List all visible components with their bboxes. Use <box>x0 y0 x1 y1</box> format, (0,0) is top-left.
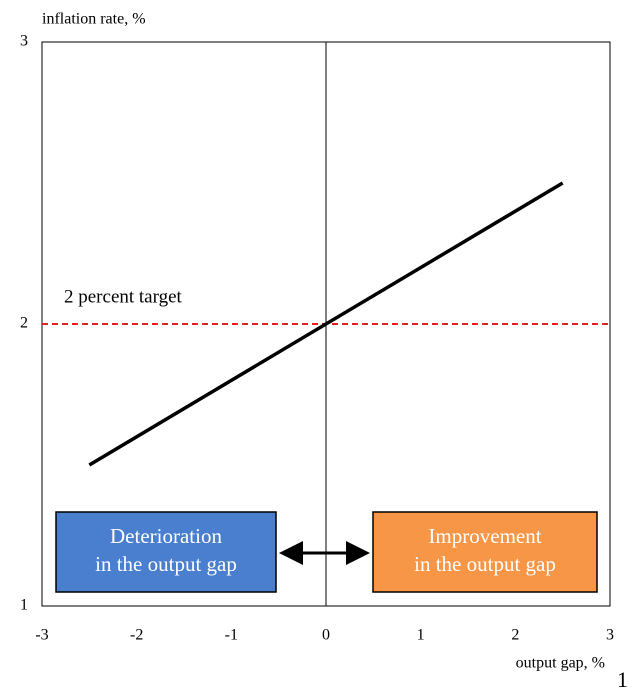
x-axis-label: output gap, % <box>516 655 605 672</box>
y-tick-label: 1 <box>20 597 28 614</box>
annotation-text: in the output gap <box>414 552 556 576</box>
x-tick-label: 0 <box>322 627 330 644</box>
x-tick-label: -2 <box>130 627 143 644</box>
annotation-text: in the output gap <box>95 552 237 576</box>
page-number: 1 <box>617 667 628 692</box>
x-tick-label: 3 <box>606 627 614 644</box>
y-axis-label: inflation rate, % <box>42 11 146 28</box>
reference-label: 2 percent target <box>64 286 183 307</box>
x-tick-label: 1 <box>417 627 425 644</box>
line-series <box>88 181 564 467</box>
y-tick-label: 3 <box>20 33 28 50</box>
annotation-text: Improvement <box>428 524 541 548</box>
annotation-text: Deterioration <box>110 524 222 548</box>
x-tick-label: 2 <box>511 627 519 644</box>
annotation-box <box>55 511 277 593</box>
x-tick-label: -3 <box>35 627 48 644</box>
y-tick-label: 2 <box>20 315 28 332</box>
x-tick-label: -1 <box>225 627 238 644</box>
annotation-box <box>372 511 598 593</box>
